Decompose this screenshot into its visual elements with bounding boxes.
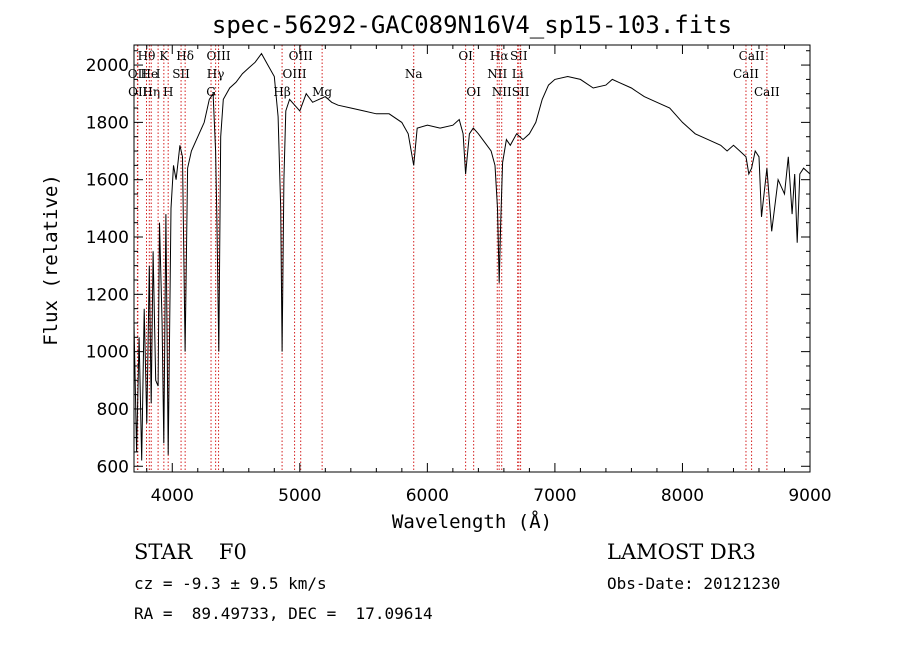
x-tick-label-1: 5000 — [278, 486, 321, 506]
line-marker-label-13: OIII — [289, 49, 313, 63]
line-marker-label-25: SII — [512, 85, 530, 99]
line-marker-label-20: Hα — [490, 49, 509, 63]
line-marker-label-9: SII — [172, 67, 190, 81]
line-markers: HθOIIHeOIIHηKIHHδSIIOIIIHγGOIIIOIIIHβMgN… — [128, 45, 780, 472]
observation-date: Obs-Date: 20121230 — [607, 574, 781, 593]
line-marker-label-19: OI — [466, 85, 481, 99]
line-marker-label-24: Li — [512, 67, 524, 81]
line-marker-label-23: SII — [510, 49, 528, 63]
redshift-velocity: cz = -9.3 ± 9.5 km/s — [134, 574, 327, 593]
line-marker-label-3: OII — [128, 85, 148, 99]
line-marker-label-8: Hδ — [176, 49, 194, 63]
x-tick-label-2: 6000 — [406, 486, 449, 506]
x-tick-label-3: 7000 — [533, 486, 576, 506]
line-marker-label-5: K — [159, 49, 169, 63]
spectral-class: STAR F0 — [134, 540, 247, 564]
x-tick-label-5: 9000 — [788, 486, 831, 506]
plot-frame — [133, 44, 811, 473]
x-tick-label-4: 8000 — [661, 486, 704, 506]
x-axis-label: Wavelength (Å) — [392, 510, 552, 533]
coordinates: RA = 89.49733, DEC = 17.09614 — [134, 604, 433, 623]
y-tick-label-7: 2000 — [86, 56, 129, 76]
line-marker-label-14: OIII — [283, 67, 307, 81]
line-marker-label-18: OI — [458, 49, 473, 63]
line-marker-label-4: Hη — [142, 85, 160, 99]
y-axis-label: Flux (relative) — [40, 174, 62, 346]
y-tick-label-4: 1400 — [86, 228, 129, 248]
line-marker-label-10: OIII — [207, 49, 231, 63]
y-tick-label-6: 1800 — [86, 113, 129, 133]
line-marker-label-15: Hβ — [273, 85, 290, 99]
line-marker-label-21: NII — [487, 67, 507, 81]
line-marker-label-27: CaII — [733, 67, 759, 81]
line-marker-label-28: CaII — [754, 85, 780, 99]
line-marker-label-11: Hγ — [207, 67, 225, 81]
y-tick-label-3: 1200 — [86, 285, 129, 305]
line-marker-label-0: Hθ — [138, 49, 156, 63]
x-tick-label-0: 4000 — [151, 486, 194, 506]
chart-title: spec-56292-GAC089N16V4_sp15-103.fits — [212, 11, 732, 39]
y-tick-label-1: 800 — [97, 400, 129, 420]
y-tick-label-0: 600 — [97, 457, 129, 477]
y-tick-label-2: 1000 — [86, 343, 129, 363]
line-marker-label-16: Mg — [312, 85, 332, 99]
survey-name: LAMOST DR3 — [607, 540, 756, 564]
line-marker-label-6: I — [156, 67, 161, 81]
line-marker-label-22: NII — [492, 85, 512, 99]
y-tick-label-5: 1600 — [86, 171, 129, 191]
line-marker-label-17: Na — [405, 67, 423, 81]
line-marker-label-26: CaII — [739, 49, 765, 63]
axis-ticks: 4000 5000 6000 7000 8000 9000 600 800 1000 1200 14… — [86, 45, 832, 506]
line-marker-label-2: He — [141, 67, 159, 81]
line-marker-label-7: H — [163, 85, 173, 99]
line-marker-label-12: G — [206, 85, 216, 99]
spectrum-series-line — [133, 52, 811, 461]
